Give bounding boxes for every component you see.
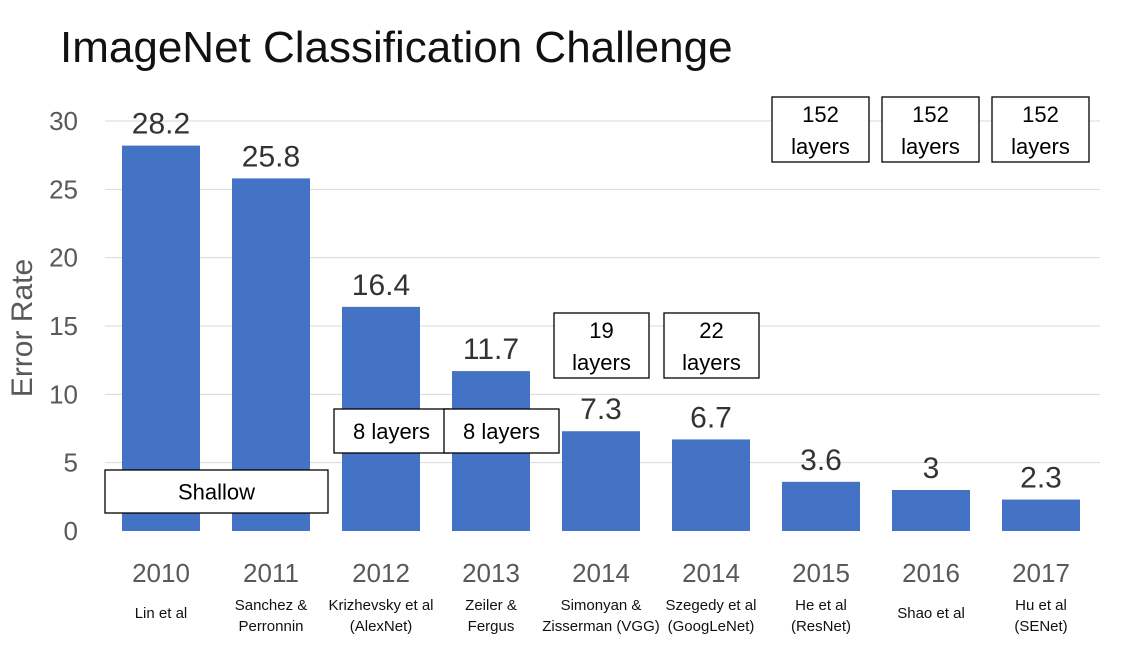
x-tick-author: (GoogLeNet): [668, 618, 755, 635]
data-label: 6.7: [690, 401, 732, 434]
bar: [782, 481, 860, 531]
layers-box-2014-vgg: 19 layers: [553, 312, 650, 379]
layers-box-2016: 152 layers: [881, 96, 980, 163]
x-tick-year: 2014: [572, 558, 630, 588]
annotation-box: [333, 408, 450, 454]
annotation-text: layers: [682, 350, 741, 375]
annotation-box: [663, 312, 760, 379]
chart-title: ImageNet Classification Challenge: [60, 23, 733, 72]
y-tick-label: 25: [49, 174, 78, 204]
y-tick-label: 10: [49, 379, 78, 409]
x-tick-author: Zisserman (VGG): [542, 618, 660, 635]
bar: [562, 431, 640, 531]
bar: [122, 145, 200, 531]
annotation-box: [991, 96, 1090, 163]
annotation-text: 152: [802, 102, 839, 127]
bar: [1002, 499, 1080, 531]
x-tick-author: Shao et al: [897, 605, 965, 622]
layers-box-2012: 8 layers: [333, 408, 450, 454]
annotation-text: layers: [1011, 134, 1070, 159]
bar: [892, 490, 970, 531]
annotation-box: [771, 96, 870, 163]
data-label: 7.3: [580, 393, 622, 426]
annotation-text: layers: [901, 134, 960, 159]
x-tick-author: Hu et al: [1015, 597, 1067, 614]
x-tick-author: (ResNet): [791, 618, 851, 635]
annotation-box: [881, 96, 980, 163]
y-tick-label: 5: [64, 448, 78, 478]
x-tick-year: 2010: [132, 558, 190, 588]
x-tick-year: 2017: [1012, 558, 1070, 588]
annotation-box: [104, 469, 329, 514]
x-tick-author: Krizhevsky et al: [328, 597, 433, 614]
data-label: 11.7: [463, 333, 519, 366]
y-tick-label: 20: [49, 243, 78, 273]
annotation-text: layers: [791, 134, 850, 159]
x-tick-year: 2011: [243, 558, 299, 588]
annotation-box: [443, 408, 560, 454]
x-tick-author: He et al: [795, 597, 847, 614]
y-axis-ticks: 0 5 10 15 20 25 30: [49, 106, 78, 546]
layers-box-2017: 152 layers: [991, 96, 1090, 163]
data-label: 2.3: [1020, 462, 1062, 495]
annotation-text: 19: [589, 318, 613, 343]
y-tick-label: 15: [49, 311, 78, 341]
annotation-text: 22: [699, 318, 723, 343]
x-tick-year: 2013: [462, 558, 520, 588]
x-tick-year: 2016: [902, 558, 960, 588]
x-axis-ticks: 2010 Lin et al 2011 Sanchez & Perronnin 2012 K…: [132, 558, 1070, 635]
data-label: 28.2: [132, 108, 190, 141]
bar: [672, 439, 750, 531]
x-tick-author: Zeiler &: [465, 597, 517, 614]
annotation-text: layers: [572, 350, 631, 375]
annotation-text: 152: [912, 102, 949, 127]
y-tick-label: 0: [64, 516, 78, 546]
x-tick-author: Sanchez &: [235, 597, 308, 614]
annotation-text: 8 layers: [353, 419, 430, 444]
annotation-box: [553, 312, 650, 379]
layers-box-2014-googlenet: 22 layers: [663, 312, 760, 379]
layers-box-2015: 152 layers: [771, 96, 870, 163]
data-label: 3: [923, 452, 940, 485]
x-tick-author: Lin et al: [135, 605, 188, 622]
x-tick-author: (SENet): [1014, 618, 1067, 635]
annotation-text: 8 layers: [463, 419, 540, 444]
x-tick-year: 2015: [792, 558, 850, 588]
annotation-text: Shallow: [178, 480, 255, 505]
shallow-box: Shallow: [104, 469, 329, 514]
x-tick-year: 2012: [352, 558, 410, 588]
data-label: 25.8: [242, 140, 300, 173]
layers-box-2013: 8 layers: [443, 408, 560, 454]
data-labels: 28.2 25.8 16.4 11.7 7.3 6.7 3.6 3 2.3: [132, 108, 1062, 495]
data-label: 3.6: [800, 444, 842, 477]
x-tick-author: (AlexNet): [350, 618, 413, 635]
x-tick-author: Perronnin: [238, 618, 303, 635]
annotation-text: 152: [1022, 102, 1059, 127]
x-tick-author: Simonyan &: [561, 597, 642, 614]
x-tick-author: Szegedy et al: [666, 597, 757, 614]
y-tick-label: 30: [49, 106, 78, 136]
x-tick-year: 2014: [682, 558, 740, 588]
data-label: 16.4: [352, 269, 410, 302]
x-tick-author: Fergus: [468, 618, 515, 635]
y-axis-label: Error Rate: [6, 259, 39, 397]
